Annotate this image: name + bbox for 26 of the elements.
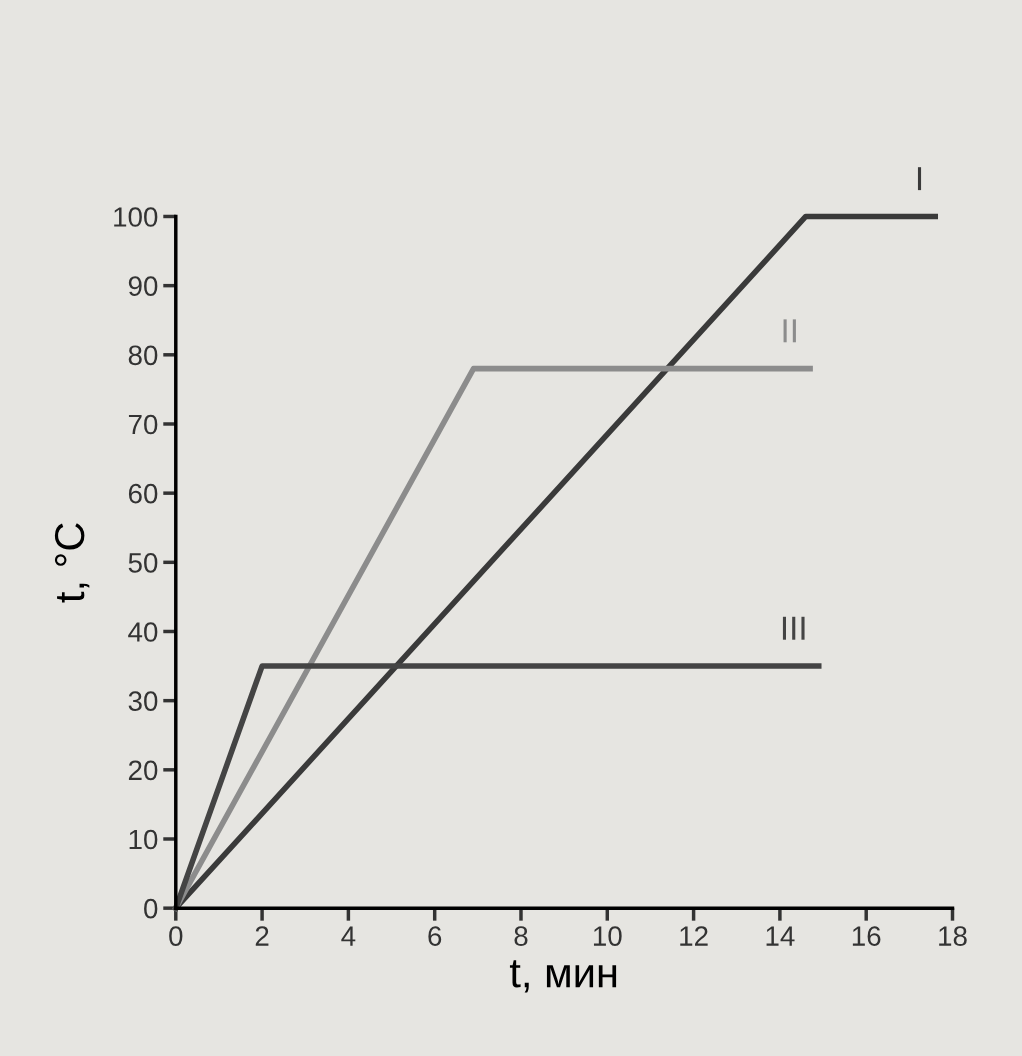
x-tick-label: 0 <box>169 926 183 946</box>
x-tick-label: 8 <box>514 926 528 946</box>
series-label: III <box>782 616 805 640</box>
y-tick-label: 0 <box>144 898 158 919</box>
x-tick-label: 4 <box>341 926 356 946</box>
x-tick-label: 18 <box>939 926 967 946</box>
y-tick-label: 20 <box>128 760 158 781</box>
x-tick-label: 16 <box>852 926 881 946</box>
y-tick-label: 50 <box>128 552 158 573</box>
y-tick-label: 100 <box>114 207 158 227</box>
x-axis-title: t, мин <box>509 960 617 993</box>
y-tick-label: 60 <box>128 483 158 504</box>
y-tick-label: 80 <box>128 345 158 366</box>
x-tick-label: 10 <box>593 926 622 946</box>
series-label: I <box>917 167 922 191</box>
y-tick-label: 30 <box>128 691 158 711</box>
x-tick-label: 12 <box>680 926 708 946</box>
y-tick-label: 10 <box>129 829 158 850</box>
y-tick-label: 90 <box>128 276 158 296</box>
y-tick-label: 40 <box>128 622 158 642</box>
x-tick-label: 14 <box>766 926 795 946</box>
y-tick-label: 70 <box>128 414 158 435</box>
y-axis-title: t, °C <box>54 523 90 603</box>
x-tick-label: 2 <box>255 926 269 946</box>
series-label: II <box>783 319 796 343</box>
x-tick-label: 6 <box>428 926 442 946</box>
